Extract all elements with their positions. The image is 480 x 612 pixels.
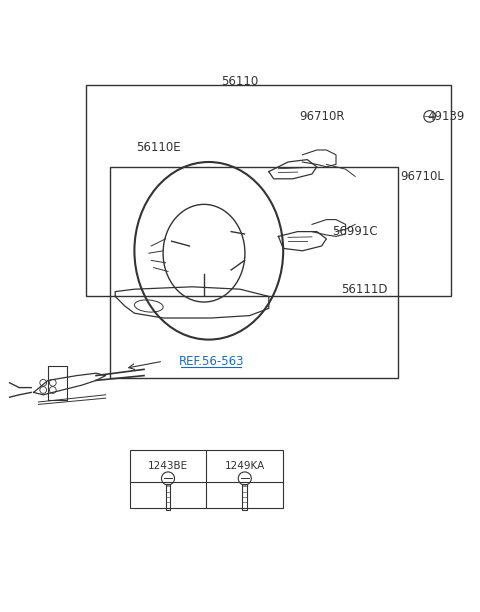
Bar (86, 85, 451, 296)
Text: 49139: 49139 (428, 110, 465, 123)
Text: 56110E: 56110E (136, 141, 180, 154)
Text: 96710R: 96710R (299, 110, 344, 123)
Bar (242, 484, 247, 510)
Text: REF.56-563: REF.56-563 (179, 355, 244, 368)
Bar (130, 450, 283, 507)
Text: 1249KA: 1249KA (225, 461, 265, 471)
Text: 56110: 56110 (221, 75, 259, 88)
Text: 1243BE: 1243BE (148, 461, 188, 471)
Text: 96710L: 96710L (400, 170, 444, 183)
Bar (166, 484, 170, 510)
Text: 56991C: 56991C (332, 225, 378, 238)
Bar (110, 167, 398, 378)
Text: 56111D: 56111D (342, 283, 388, 296)
